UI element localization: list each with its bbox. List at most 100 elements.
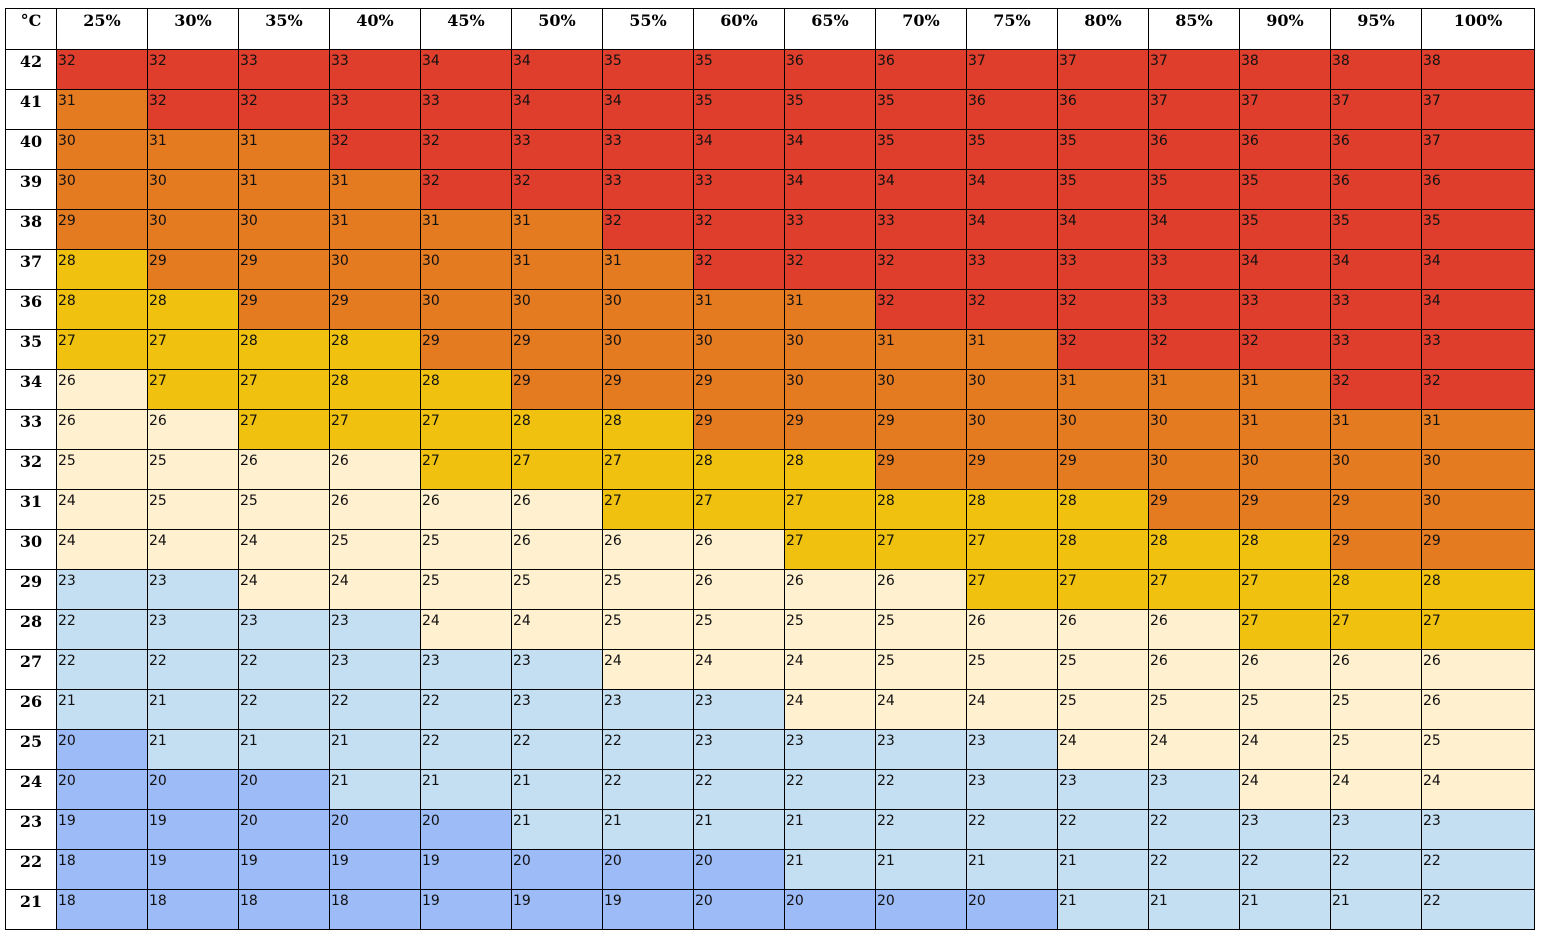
heat-index-cell: 28 (329, 369, 421, 410)
heat-index-cell: 29 (56, 209, 148, 250)
heat-index-cell: 37 (1421, 129, 1535, 170)
heat-index-cell: 27 (1239, 569, 1331, 610)
heat-index-cell: 26 (1057, 609, 1149, 650)
table-row: 29 23 23 24 24 25 25 25 26 26 26 27 27 27 27 28 28 (5, 569, 1535, 610)
heat-index-cell: 31 (966, 329, 1058, 370)
heat-index-cell: 27 (784, 489, 876, 530)
heat-index-cell: 19 (602, 889, 694, 930)
heat-index-cell: 25 (329, 529, 421, 570)
heat-index-cell: 29 (1330, 529, 1422, 570)
heat-index-cell: 22 (1421, 889, 1535, 930)
temperature-row-header: 28 (5, 609, 57, 650)
heat-index-cell: 27 (420, 409, 512, 450)
heat-index-cell: 34 (602, 89, 694, 130)
heat-index-cell: 27 (511, 449, 603, 490)
heat-index-cell: 34 (1057, 209, 1149, 250)
heat-index-cell: 30 (56, 129, 148, 170)
table-row: 30 24 24 24 25 25 26 26 26 27 27 27 28 28 28 29 29 (5, 529, 1535, 570)
heat-index-cell: 22 (1148, 809, 1240, 850)
table-row: 24 20 20 20 21 21 21 22 22 22 22 23 23 23 24 24 24 (5, 769, 1535, 810)
heat-index-cell: 31 (238, 169, 330, 210)
heat-index-cell: 37 (1421, 89, 1535, 130)
heat-index-cell: 20 (56, 769, 148, 810)
humidity-col-header: 35% (238, 8, 330, 50)
heat-index-cell: 22 (56, 649, 148, 690)
heat-index-cell: 30 (966, 369, 1058, 410)
heat-index-cell: 24 (329, 569, 421, 610)
heat-index-cell: 34 (511, 89, 603, 130)
heat-index-cell: 33 (602, 129, 694, 170)
heat-index-cell: 24 (147, 529, 239, 570)
heat-index-cell: 31 (56, 89, 148, 130)
heat-index-cell: 26 (1239, 649, 1331, 690)
humidity-col-header: 40% (329, 8, 421, 50)
heat-index-cell: 38 (1421, 49, 1535, 90)
heat-index-cell: 26 (329, 449, 421, 490)
table-row: 22 18 19 19 19 19 20 20 20 21 21 21 21 22 22 22 22 (5, 849, 1535, 890)
heat-index-cell: 25 (875, 609, 967, 650)
heat-index-cell: 35 (1057, 129, 1149, 170)
heat-index-cell: 24 (1421, 769, 1535, 810)
heat-index-cell: 26 (56, 369, 148, 410)
heat-index-cell: 35 (1057, 169, 1149, 210)
heat-index-cell: 21 (329, 729, 421, 770)
heat-index-cell: 34 (1421, 289, 1535, 330)
temperature-row-header: 34 (5, 369, 57, 410)
heat-index-cell: 30 (784, 329, 876, 370)
temperature-row-header: 21 (5, 889, 57, 930)
heat-index-cell: 27 (329, 409, 421, 450)
heat-index-cell: 24 (602, 649, 694, 690)
heat-index-cell: 26 (420, 489, 512, 530)
heat-index-cell: 31 (1421, 409, 1535, 450)
heat-index-cell: 19 (147, 809, 239, 850)
temperature-row-header: 26 (5, 689, 57, 730)
heat-index-cell: 20 (238, 769, 330, 810)
heat-index-cell: 27 (1057, 569, 1149, 610)
heat-index-cell: 29 (602, 369, 694, 410)
heat-index-cell: 26 (693, 529, 785, 570)
heat-index-cell: 30 (511, 289, 603, 330)
heat-index-cell: 18 (329, 889, 421, 930)
heat-index-cell: 37 (1148, 49, 1240, 90)
heat-index-cell: 24 (1330, 769, 1422, 810)
heat-index-cell: 28 (147, 289, 239, 330)
heat-index-cell: 36 (1057, 89, 1149, 130)
heat-index-cell: 30 (1421, 489, 1535, 530)
heat-index-cell: 36 (966, 89, 1058, 130)
table-row: 39 30 30 31 31 32 32 33 33 34 34 34 35 35 35 36 36 (5, 169, 1535, 210)
heat-index-cell: 32 (56, 49, 148, 90)
heat-index-cell: 26 (56, 409, 148, 450)
heat-index-cell: 22 (420, 689, 512, 730)
heat-index-cell: 21 (1057, 849, 1149, 890)
heat-index-cell: 29 (511, 369, 603, 410)
heat-index-cell: 26 (1421, 649, 1535, 690)
heat-index-cell: 28 (602, 409, 694, 450)
heat-index-cell: 18 (147, 889, 239, 930)
heat-index-cell: 30 (1148, 409, 1240, 450)
heat-index-cell: 31 (329, 209, 421, 250)
heat-index-cell: 32 (1330, 369, 1422, 410)
heat-index-cell: 23 (1239, 809, 1331, 850)
heat-index-cell: 35 (693, 89, 785, 130)
heat-index-cell: 30 (875, 369, 967, 410)
heat-index-cell: 25 (1239, 689, 1331, 730)
heat-index-cell: 21 (693, 809, 785, 850)
heat-index-cell: 27 (147, 329, 239, 370)
temperature-row-header: 37 (5, 249, 57, 290)
heat-index-cell: 30 (1148, 449, 1240, 490)
heat-index-cell: 27 (784, 529, 876, 570)
heat-index-cell: 24 (420, 609, 512, 650)
table-row: 40 30 31 31 32 32 33 33 34 34 35 35 35 36 36 36 37 (5, 129, 1535, 170)
heat-index-cell: 28 (966, 489, 1058, 530)
heat-index-cell: 20 (420, 809, 512, 850)
heat-index-cell: 34 (1239, 249, 1331, 290)
heat-index-cell: 31 (420, 209, 512, 250)
heat-index-cell: 23 (966, 769, 1058, 810)
heat-index-cell: 34 (511, 49, 603, 90)
heat-index-cell: 29 (511, 329, 603, 370)
temperature-row-header: 32 (5, 449, 57, 490)
heat-index-cell: 22 (511, 729, 603, 770)
heat-index-cell: 35 (875, 89, 967, 130)
heat-index-cell: 29 (420, 329, 512, 370)
heat-index-cell: 21 (602, 809, 694, 850)
